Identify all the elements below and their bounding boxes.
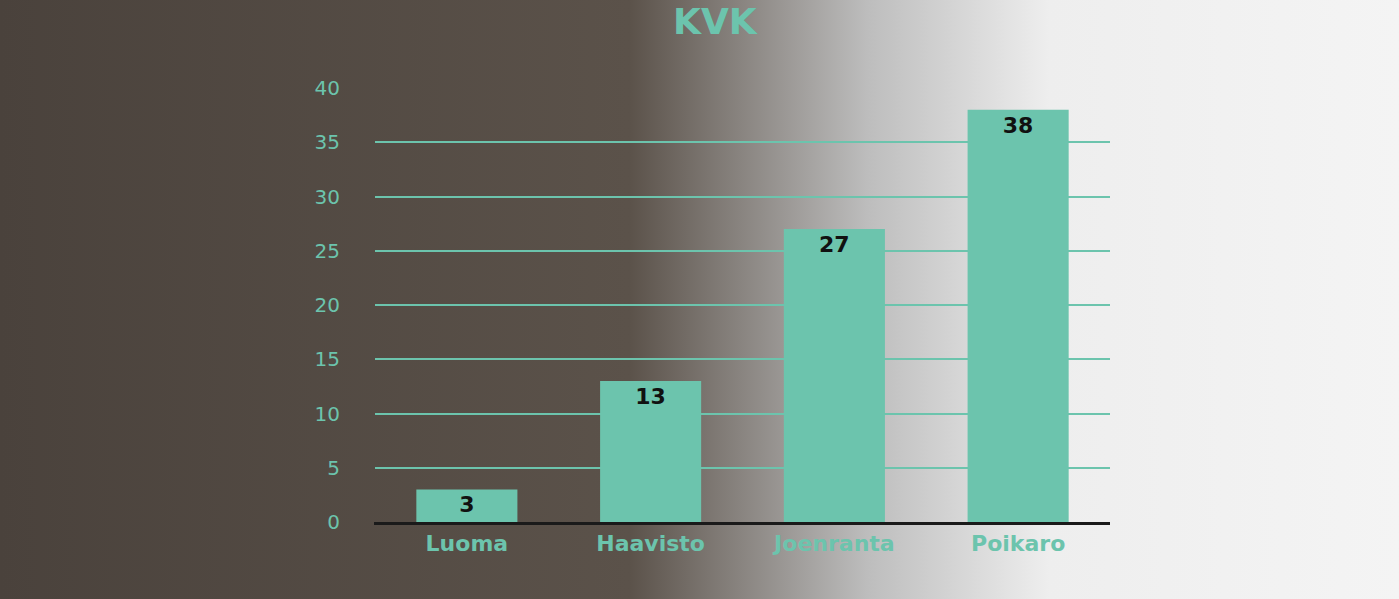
svg-text:Luoma: Luoma (426, 531, 509, 556)
svg-text:38: 38 (1003, 113, 1034, 138)
svg-text:0: 0 (327, 510, 340, 534)
svg-text:5: 5 (327, 456, 340, 480)
svg-text:30: 30 (315, 185, 340, 209)
svg-text:15: 15 (315, 347, 340, 371)
svg-text:40: 40 (315, 76, 340, 100)
svg-text:Haavisto: Haavisto (596, 531, 705, 556)
svg-text:Joenranta: Joenranta (772, 531, 895, 556)
svg-text:25: 25 (315, 239, 340, 263)
svg-text:27: 27 (819, 232, 850, 257)
svg-text:35: 35 (315, 130, 340, 154)
svg-text:20: 20 (315, 293, 340, 317)
svg-text:3: 3 (459, 492, 474, 517)
svg-text:Poikaro: Poikaro (971, 531, 1065, 556)
svg-text:KVK: KVK (673, 1, 758, 42)
svg-text:10: 10 (315, 402, 340, 426)
svg-text:13: 13 (635, 384, 666, 409)
